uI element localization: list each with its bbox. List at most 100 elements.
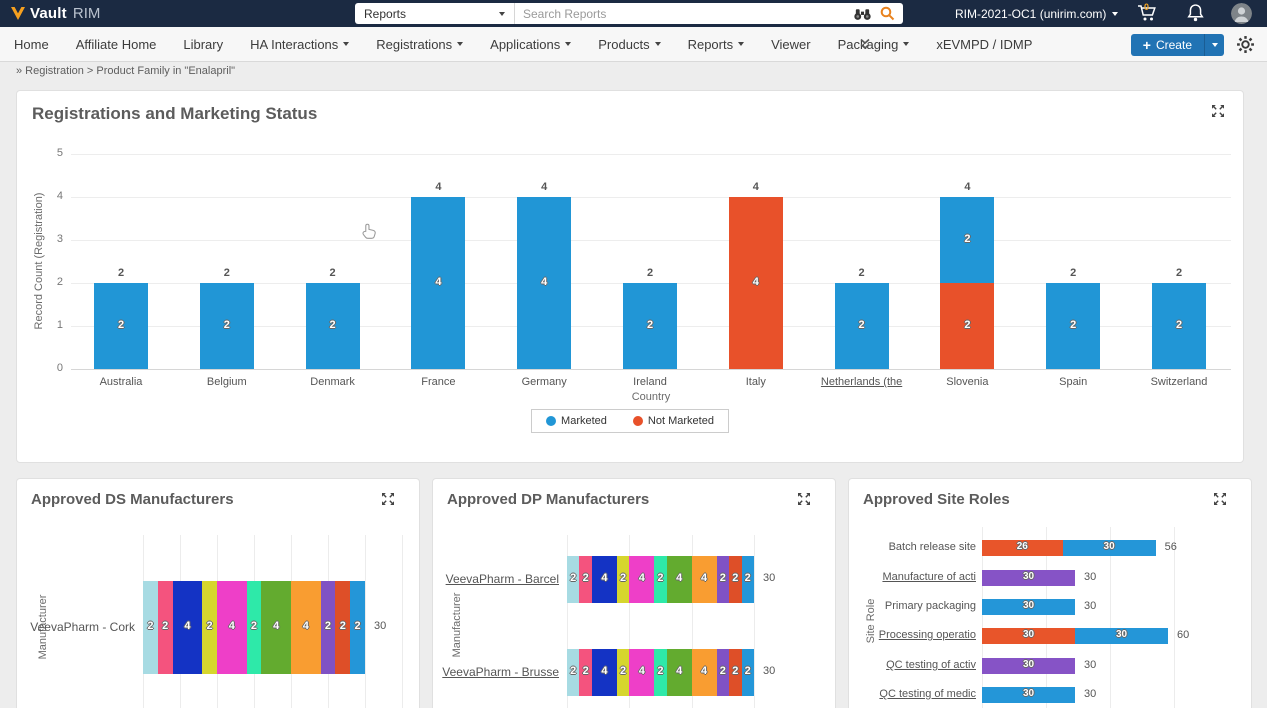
legend-item[interactable]: Not Marketed [632, 415, 714, 427]
bar-segment[interactable] [305, 283, 360, 369]
bar-segment[interactable] [579, 648, 592, 696]
bar-segment[interactable] [629, 555, 655, 603]
bar-segment[interactable] [654, 555, 667, 603]
vault-v-icon [11, 6, 25, 20]
bar-segment[interactable] [411, 197, 466, 369]
nav-item-library[interactable]: Library [183, 37, 223, 52]
advanced-search-binoculars-icon[interactable] [853, 7, 872, 21]
bar-segment[interactable] [291, 580, 321, 674]
notifications-bell-icon[interactable] [1187, 4, 1204, 27]
bar-segment[interactable] [654, 648, 667, 696]
bar-segment[interactable] [1046, 283, 1101, 369]
bar-segment-value: 30 [1022, 659, 1035, 670]
nav-item-products[interactable]: Products [598, 37, 661, 52]
approved-ds-manufacturers-card: Approved DS Manufacturers Manufacturer V… [16, 478, 420, 708]
bar-segment[interactable] [591, 555, 617, 603]
bar-segment[interactable] [666, 555, 692, 603]
nav-item-registrations[interactable]: Registrations [376, 37, 464, 52]
row-category-label[interactable]: VeevaPharm - Brusse [442, 665, 559, 679]
bar-segment[interactable] [1152, 283, 1206, 369]
bar-segment[interactable] [623, 283, 677, 369]
bar-segment[interactable] [666, 648, 692, 696]
nav-item-home[interactable]: Home [14, 37, 49, 52]
bar-segment[interactable] [716, 648, 730, 696]
row-category-label[interactable]: QC testing of medic [879, 688, 976, 700]
bar-segment[interactable] [350, 580, 365, 674]
bar-segment[interactable] [567, 648, 580, 696]
bar-segment[interactable] [246, 580, 262, 674]
create-button[interactable]: + Create [1130, 33, 1204, 56]
bar-total-label: 2 [1070, 267, 1077, 279]
bar-segment[interactable] [1075, 628, 1168, 644]
breadcrumb[interactable]: » Registration > Product Family in "Enal… [16, 65, 235, 77]
nav-overflow-chevrons-icon[interactable] [859, 38, 871, 56]
vault-logo[interactable]: Vault RIM [0, 5, 100, 22]
legend-item[interactable]: Marketed [546, 415, 607, 427]
bar-segment[interactable] [616, 555, 630, 603]
bar-segment[interactable] [982, 687, 1075, 703]
bar-segment[interactable] [217, 580, 247, 674]
bar-segment[interactable] [616, 648, 630, 696]
bar-segment[interactable] [741, 648, 754, 696]
cart-icon[interactable]: 0 [1136, 2, 1158, 28]
nav-item-viewer[interactable]: Viewer [771, 37, 811, 52]
bar-segment[interactable] [716, 555, 730, 603]
nav-item-xevmpd-idmp[interactable]: xEVMPD / IDMP [936, 37, 1032, 52]
bar-segment[interactable] [940, 283, 995, 369]
bar-segment[interactable] [94, 283, 148, 369]
bar-segment[interactable] [261, 580, 291, 674]
expand-icon[interactable] [1213, 492, 1227, 511]
bar-segment[interactable] [691, 555, 717, 603]
search-scope-select[interactable]: Reports [355, 3, 515, 24]
bar-segment[interactable] [202, 580, 217, 674]
bar-segment[interactable] [1062, 540, 1156, 556]
row-category-label[interactable]: Processing operatio [878, 629, 976, 641]
expand-icon[interactable] [381, 492, 395, 511]
bar-segment[interactable] [729, 648, 742, 696]
expand-icon[interactable] [797, 492, 811, 511]
bar-segment[interactable] [729, 555, 742, 603]
chevron-down-icon [499, 11, 505, 16]
create-dropdown-button[interactable] [1204, 33, 1224, 56]
row-category-label[interactable]: Manufacture of acti [882, 571, 976, 583]
nav-item-ha-interactions[interactable]: HA Interactions [250, 37, 350, 52]
x-category-label: Ireland [633, 376, 667, 388]
bar-segment[interactable] [834, 283, 889, 369]
bar-segment[interactable] [172, 580, 203, 674]
bar-segment[interactable] [982, 540, 1063, 556]
search-icon[interactable] [880, 6, 895, 21]
nav-item-packaging[interactable]: Packaging [838, 37, 910, 52]
bar-segment[interactable] [517, 197, 572, 369]
user-avatar[interactable] [1231, 3, 1252, 24]
search-input[interactable] [515, 6, 853, 21]
bar-segment[interactable] [691, 648, 717, 696]
bar-segment[interactable] [982, 570, 1075, 586]
bar-segment[interactable] [940, 197, 995, 283]
bar-segment-value: 2 [657, 572, 664, 584]
nav-item-applications[interactable]: Applications [490, 37, 572, 52]
bar-segment[interactable] [567, 555, 580, 603]
expand-icon[interactable] [1211, 104, 1225, 123]
x-category-label: Belgium [206, 376, 247, 388]
row-category-label[interactable]: VeevaPharm - Barcel [445, 572, 559, 586]
bar-segment[interactable] [199, 283, 254, 369]
x-category-label[interactable]: Netherlands (the [820, 376, 903, 388]
bar-segment[interactable] [143, 580, 158, 674]
bar-segment[interactable] [591, 648, 617, 696]
bar-segment[interactable] [157, 580, 173, 674]
bar-segment[interactable] [982, 599, 1075, 615]
nav-item-reports[interactable]: Reports [688, 37, 745, 52]
settings-gear-icon[interactable] [1236, 35, 1255, 54]
bar-segment[interactable] [982, 658, 1075, 674]
nav-item-affiliate-home[interactable]: Affiliate Home [76, 37, 157, 52]
bar-segment[interactable] [741, 555, 754, 603]
chevron-down-icon [1112, 11, 1119, 16]
bar-segment[interactable] [335, 580, 351, 674]
bar-segment[interactable] [579, 555, 592, 603]
vault-selector[interactable]: RIM-2021-OC1 (unirim.com) [955, 0, 1119, 27]
bar-segment[interactable] [982, 628, 1075, 644]
bar-segment[interactable] [320, 580, 336, 674]
row-category-label[interactable]: QC testing of activ [886, 659, 976, 671]
bar-segment[interactable] [629, 648, 655, 696]
bar-segment[interactable] [728, 197, 783, 369]
